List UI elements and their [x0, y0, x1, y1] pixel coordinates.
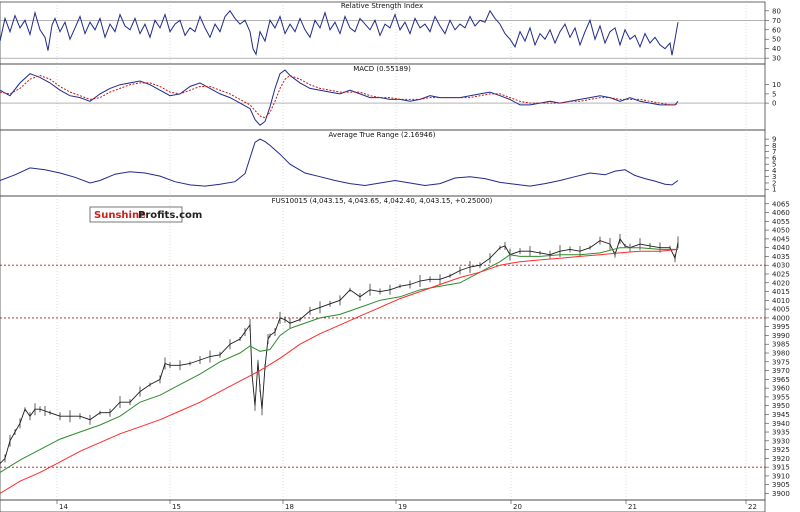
rsi-ytick-label: 70 — [772, 17, 781, 25]
price-ytick-label: 4060 — [772, 209, 790, 217]
x-tick-label: 22 — [748, 503, 757, 511]
x-tick-label: 15 — [172, 503, 181, 511]
logo-part-1: Sunshine — [94, 210, 146, 221]
price-series-price-line — [0, 237, 679, 464]
atr-ytick-label: 2 — [772, 179, 776, 187]
price-ytick-label: 3910 — [772, 472, 790, 480]
price-ytick-label: 3975 — [772, 358, 790, 366]
x-tick-label: 19 — [398, 503, 407, 511]
logo-box — [89, 206, 183, 223]
rsi-ytick-label: 80 — [772, 7, 781, 15]
price-ytick-label: 4015 — [772, 288, 790, 296]
price-ytick-label: 4000 — [772, 314, 790, 322]
price-ytick-label: 4035 — [772, 253, 790, 261]
price-title: FUS10015 (4,043.15, 4,043.65, 4,042.40, … — [272, 197, 493, 205]
price-ytick-label: 3985 — [772, 341, 790, 349]
atr-ytick-label: 8 — [772, 142, 776, 150]
price-ytick-label: 3940 — [772, 420, 790, 428]
logo: Sunshine Profits.com — [89, 206, 202, 223]
price-ytick-label: 3970 — [772, 367, 790, 375]
price-ytick-label: 3990 — [772, 332, 790, 340]
rsi-ytick-label: 50 — [772, 36, 781, 44]
price-ytick-label: 3935 — [772, 429, 790, 437]
macd-panel: MACD (0.55189) 0 510 — [0, 63, 781, 131]
rsi-ytick-label: 40 — [772, 45, 781, 53]
rsi-ytick-label: 60 — [772, 26, 781, 34]
price-ytick-label: 4045 — [772, 235, 790, 243]
atr-ytick-label: 1 — [772, 186, 776, 194]
price-ytick-label: 4020 — [772, 279, 790, 287]
macd-ytick-label: 0 — [772, 100, 776, 108]
price-ytick-label: 4055 — [772, 218, 790, 226]
rsi-series-line-line — [0, 9, 679, 56]
price-ytick-label: 3920 — [772, 455, 790, 463]
price-ytick-label: 3925 — [772, 446, 790, 454]
price-ytick-label: 4005 — [772, 306, 790, 314]
price-ytick-label: 3955 — [772, 393, 790, 401]
logo-part-2: Profits.com — [138, 210, 202, 221]
macd-ytick-label: 10 — [772, 81, 781, 89]
x-tick-label: 14 — [59, 503, 68, 511]
x-axis: 14 15 18 19 20 21 22 — [0, 499, 766, 512]
x-axis-frame — [0, 499, 766, 512]
atr-ytick-label: 9 — [772, 136, 776, 144]
macd-title: MACD (0.55189) — [353, 65, 411, 73]
atr-ytick-label: 4 — [772, 167, 777, 175]
macd-series-signal-line — [0, 74, 679, 119]
price-ytick-label: 4010 — [772, 297, 790, 305]
price-ytick-label: 4025 — [772, 270, 790, 278]
price-ytick-label: 3945 — [772, 411, 790, 419]
price-panel: FUS10015 (4,043.15, 4,043.65, 4,042.40, … — [0, 195, 790, 501]
atr-title: Average True Range (2.16946) — [329, 131, 436, 139]
x-tick-label: 21 — [628, 503, 637, 511]
price-series-ma_fast-line — [0, 247, 678, 473]
x-tick-label: 18 — [285, 503, 294, 511]
price-ytick-label: 4030 — [772, 262, 790, 270]
atr-ytick-label: 6 — [772, 154, 777, 162]
macd-series-indicator-line — [0, 69, 679, 126]
rsi-frame — [0, 1, 766, 65]
price-ytick-label: 3980 — [772, 350, 790, 358]
atr-frame — [0, 129, 766, 197]
atr-ytick-label: 7 — [772, 148, 776, 156]
price-ytick-label: 3905 — [772, 481, 790, 489]
price-ytick-label: 4065 — [772, 200, 790, 208]
macd-frame — [0, 63, 766, 131]
x-tick-label: 20 — [513, 503, 522, 511]
price-frame — [0, 195, 766, 501]
price-ytick-label: 3965 — [772, 376, 790, 384]
price-ytick-label: 3915 — [772, 464, 790, 472]
macd-ytick-label: 5 — [772, 90, 776, 98]
atr-series-indicator-line — [0, 138, 679, 187]
price-ytick-label: 3900 — [772, 490, 790, 498]
price-ytick-label: 3950 — [772, 402, 790, 410]
price-ytick-label: 3930 — [772, 437, 790, 445]
price-ytick-label: 4050 — [772, 227, 790, 235]
price-ytick-label: 4040 — [772, 244, 790, 252]
price-ytick-label: 3960 — [772, 385, 790, 393]
price-series-ma_slow-line — [0, 248, 679, 494]
rsi-ytick-label: 30 — [772, 55, 781, 63]
rsi-title: Relative Strength Index — [341, 2, 423, 10]
atr-ytick-label: 3 — [772, 173, 776, 181]
price-ytick-label: 3995 — [772, 323, 790, 331]
atr-ytick-label: 5 — [772, 161, 776, 169]
